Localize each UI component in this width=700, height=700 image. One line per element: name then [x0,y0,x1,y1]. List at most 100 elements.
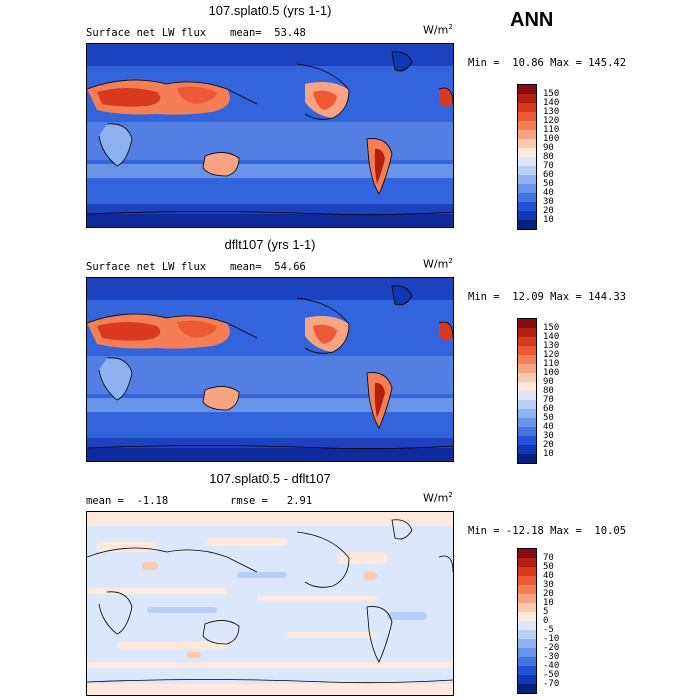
colorbar-swatch [518,436,536,445]
colorbar-swatch [518,193,536,202]
season-label: ANN [510,9,554,31]
colorbar-swatch [518,567,536,576]
colorbar-swatch [518,130,536,139]
colorbar-swatch [518,328,536,337]
colorbar-tick-label: 110 [543,359,560,369]
colorbar-swatch [518,639,536,648]
colorbar-tick-label: 70 [543,161,554,171]
colorbar-swatch [518,594,536,603]
panel2-map [86,277,454,462]
colorbar-tick-label: -70 [543,679,560,689]
colorbar-swatch [518,103,536,112]
colorbar-tick-label: 40 [543,422,554,432]
colorbar-swatch [518,346,536,355]
colorbar-swatch [518,400,536,409]
panel3-rmse: rmse = 2.91 [230,495,313,507]
colorbar-swatch [518,382,536,391]
colorbar-swatch [518,220,536,229]
colorbar-swatch [518,337,536,346]
colorbar-tick-label: 50 [543,179,554,189]
colorbar-swatch [518,612,536,621]
colorbar-swatch [518,211,536,220]
colorbar-swatch [518,454,536,463]
colorbar-swatch [518,630,536,639]
colorbar-tick-label: 130 [543,341,560,351]
panel1-field-label: Surface net LW flux [86,27,207,39]
panel1-minmax: Min = 10.86 Max = 145.42 [468,57,627,69]
colorbar-swatch [518,391,536,400]
panel2-map-field [87,278,453,461]
colorbar-swatch [518,148,536,157]
colorbar-swatch [518,409,536,418]
colorbar-swatch [518,621,536,630]
colorbar-swatch [518,202,536,211]
panel1-map [86,43,454,228]
colorbar-swatch [518,94,536,103]
colorbar-swatch [518,418,536,427]
colorbar-tick-label: -20 [543,643,560,653]
panel2-mean: mean= 54.66 [230,261,306,273]
colorbar-tick-label: 20 [543,440,554,450]
panel3-map [86,511,454,696]
colorbar-swatch [518,373,536,382]
colorbar-swatch [518,112,536,121]
colorbar-box [517,548,537,694]
colorbar-tick-label: 20 [543,589,554,599]
colorbar-swatch [518,585,536,594]
colorbar-tick-label: 90 [543,377,554,387]
colorbar-tick-label: 30 [543,431,554,441]
colorbar-tick-label: 40 [543,571,554,581]
colorbar-swatch [518,121,536,130]
colorbar-swatch [518,675,536,684]
colorbar-swatch [518,157,536,166]
panel2-minmax: Min = 12.09 Max = 144.33 [468,291,627,303]
colorbar-tick-label: 20 [543,206,554,216]
colorbar-swatch [518,139,536,148]
colorbar-swatch [518,85,536,94]
panel1-units: W/m2 [423,23,453,37]
colorbar-tick-label: -30 [543,652,560,662]
colorbar-swatch [518,364,536,373]
colorbar-swatch [518,666,536,675]
colorbar-tick-label: 140 [543,332,560,342]
colorbar-tick-label: 120 [543,116,560,126]
colorbar-swatch [518,603,536,612]
colorbar-tick-label: 110 [543,125,560,135]
colorbar-swatch [518,166,536,175]
panel1-title: 107.splat0.5 (yrs 1-1) [208,3,332,18]
colorbar-swatch [518,549,536,558]
colorbar-tick-label: 10 [543,215,554,225]
colorbar-tick-label: 140 [543,98,560,108]
panel3-units: W/m2 [423,491,453,505]
panel2-field-label: Surface net LW flux [86,261,207,273]
colorbar-tick-label: -40 [543,661,560,671]
panel3-mean: mean = -1.18 [86,495,169,507]
colorbar-tick-label: 130 [543,107,560,117]
colorbar-tick-label: -50 [543,670,560,680]
colorbar-tick-label: 80 [543,386,554,396]
colorbar-tick-label: -10 [543,634,560,644]
colorbar-tick-label: 60 [543,170,554,180]
colorbar-swatch [518,648,536,657]
colorbar-tick-label: 70 [543,395,554,405]
panel3-minmax: Min = -12.18 Max = 10.05 [468,525,627,537]
colorbar-tick-label: 10 [543,449,554,459]
colorbar-swatch [518,319,536,328]
colorbar-swatch [518,558,536,567]
colorbar-swatch [518,445,536,454]
colorbar-box [517,84,537,230]
colorbar-tick-label: 70 [543,553,554,563]
colorbar-tick-label: 120 [543,350,560,360]
colorbar-tick-label: 50 [543,562,554,572]
panel3-title: 107.splat0.5 - dflt107 [209,471,331,486]
panel2-title: dflt107 (yrs 1-1) [224,237,316,252]
colorbar-swatch [518,657,536,666]
colorbar-swatch [518,576,536,585]
colorbar-tick-label: 5 [543,607,549,617]
panel1-mean: mean= 53.48 [230,27,306,39]
colorbar-tick-label: -5 [543,625,554,635]
colorbar-tick-label: 60 [543,404,554,414]
colorbar-tick-label: 100 [543,134,560,144]
colorbar-box [517,318,537,464]
colorbar-swatch [518,175,536,184]
